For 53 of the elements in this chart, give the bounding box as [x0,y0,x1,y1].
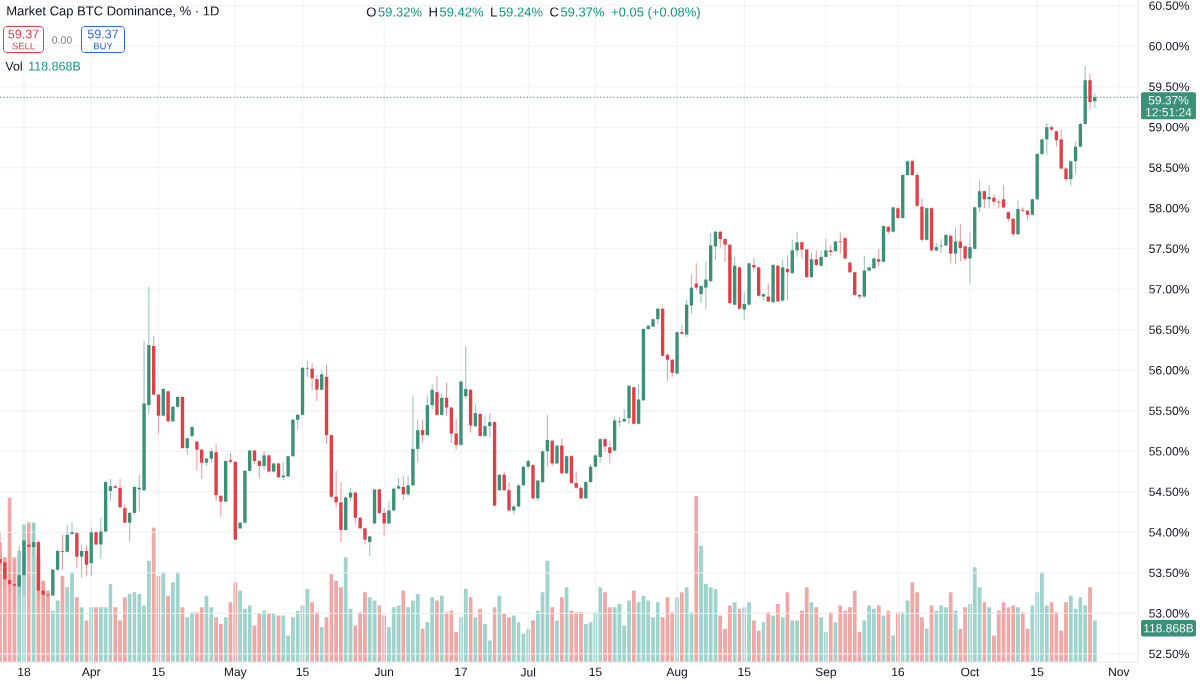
y-tick-label: 58.00% [1149,203,1189,213]
text: 12:51:24 [1146,107,1192,117]
x-tick-label: 17 [455,667,468,676]
annotation: 0.00 [52,36,72,44]
y-tick-label: 57.50% [1149,244,1189,253]
annotation: 59.37% [560,7,605,17]
y-tick-label: 56.00% [1149,366,1189,375]
annotation: SELL [12,42,35,50]
x-tick-label: Apr [81,667,101,679]
y-tick-label: 60.50% [1149,1,1189,10]
annotation: L [491,7,497,17]
annotation: 59.42% [439,7,484,17]
y-tick-label: 58.50% [1149,163,1189,172]
x-tick-label: Aug [666,667,687,679]
annotation: 118.868B [29,61,81,71]
x-tick-label: 16 [892,667,905,677]
x-tick-label: Nov [1109,667,1130,677]
y-tick-label: 57.00% [1149,285,1189,294]
x-tick-label: Sep [815,667,837,679]
y-tick-label: 59.00% [1149,122,1189,132]
x-tick-label: Oct [961,667,980,677]
y-tick-label: 55.00% [1149,447,1189,456]
x-tick-label: 15 [296,667,309,677]
y-tick-label: 60.00% [1149,41,1189,51]
annotation: 59.37 [87,29,119,39]
annotation: O [366,7,376,17]
x-tick-label: 18 [18,667,31,677]
x-tick-label: 15 [1031,667,1044,677]
y-tick-label: 53.00% [1149,609,1189,618]
annotation: 59.37 [8,29,39,39]
chart-title: Market Cap BTC Dominance, % · 1D [7,5,219,19]
x-tick-label: Jul [520,667,536,677]
ref-line-label: 59.37% [1148,95,1189,105]
y-tick-label: 55.50% [1149,406,1189,416]
x-tick-label: May [224,667,247,679]
annotation: 59.32% [378,7,422,17]
y-tick-label: 52.50% [1149,649,1189,659]
annotation: 59.24% [499,7,543,17]
x-tick-label: 15 [152,667,165,677]
x-tick-label: 15 [738,667,751,677]
x-tick-label: Jun [374,667,394,677]
text: 118.868B [1144,623,1194,633]
annotation: H [429,7,437,17]
y-tick-label: 53.50% [1149,568,1189,578]
y-tick-label: 54.00% [1149,528,1189,537]
annotation: Vol [5,61,22,71]
y-tick-label: 59.50% [1149,82,1189,91]
annotation: +0.05 (+0.08%) [611,7,700,20]
y-tick-label: 54.50% [1149,487,1189,497]
annotation: C [550,7,559,17]
x-tick-label: 15 [589,667,602,677]
annotation: BUY [94,42,113,50]
y-tick-label: 56.50% [1149,325,1189,335]
